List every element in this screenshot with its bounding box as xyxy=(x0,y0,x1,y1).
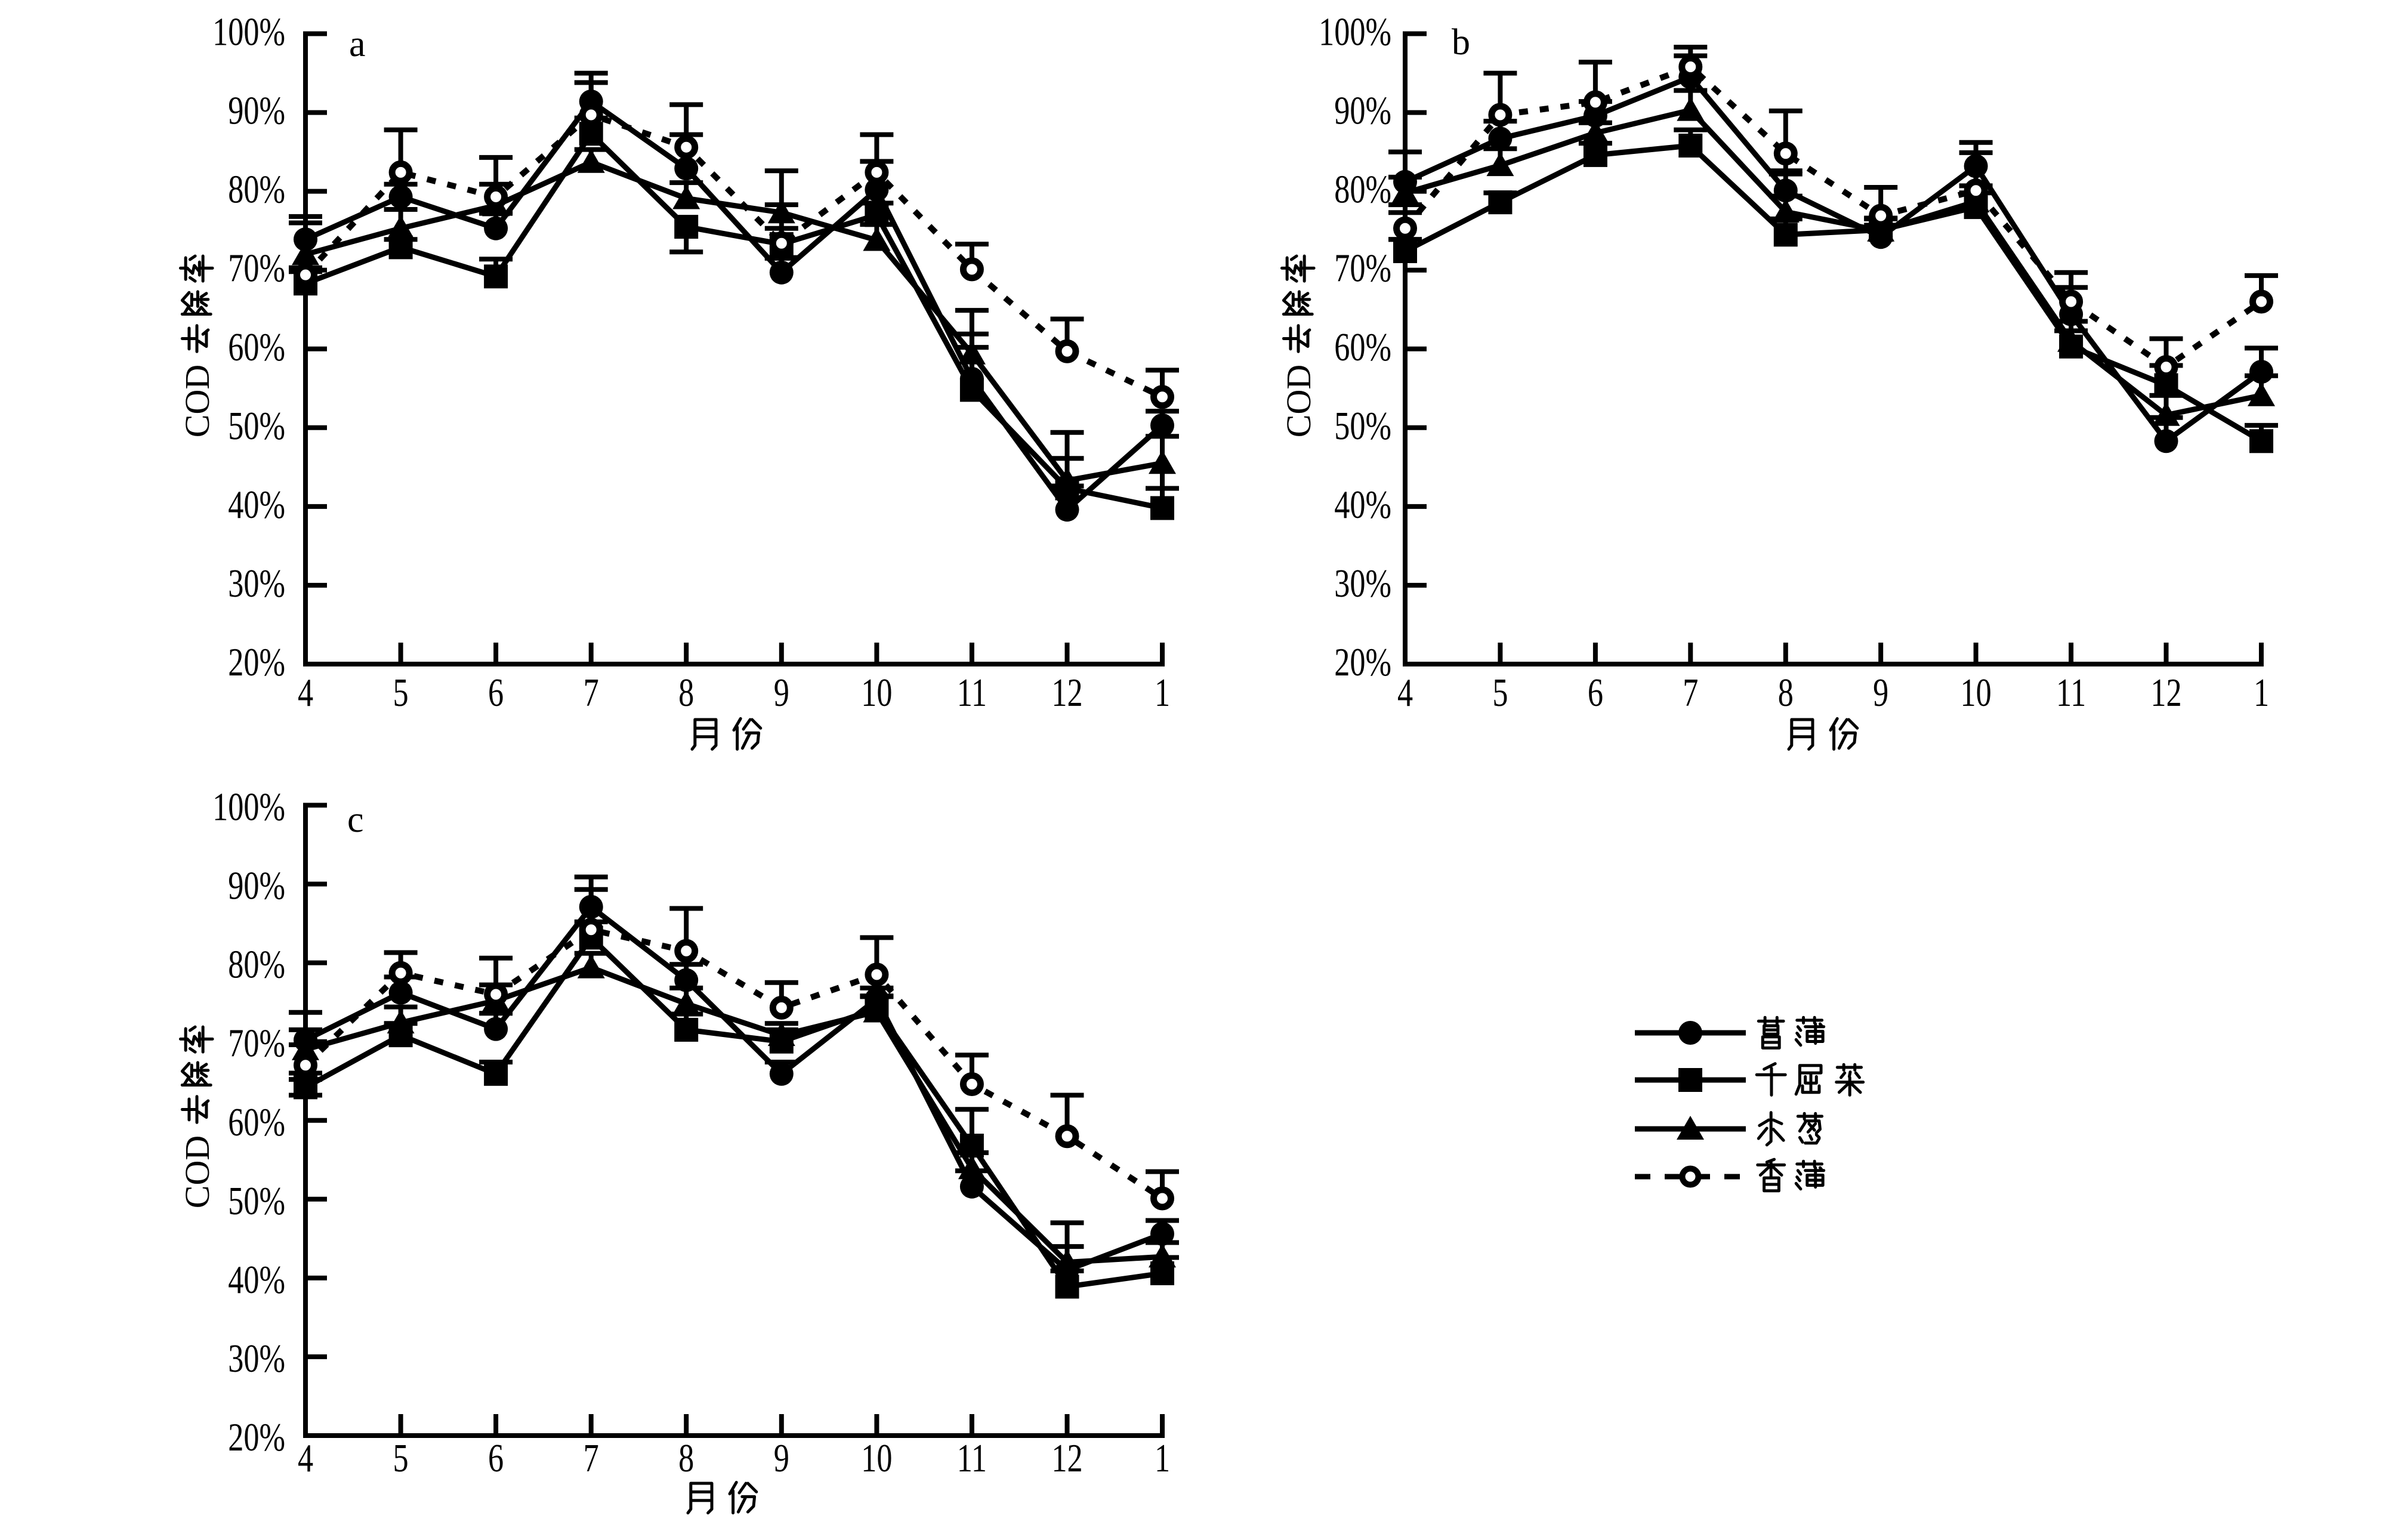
svg-text:8: 8 xyxy=(678,1436,694,1480)
svg-text:30%: 30% xyxy=(1334,561,1391,606)
svg-text:50%: 50% xyxy=(228,1178,285,1223)
svg-text:COD: COD xyxy=(178,365,217,437)
svg-text:90%: 90% xyxy=(228,88,285,132)
svg-text:12: 12 xyxy=(2150,670,2181,715)
svg-text:40%: 40% xyxy=(228,1257,285,1302)
svg-text:11: 11 xyxy=(2056,670,2086,715)
svg-text:a: a xyxy=(349,24,366,64)
svg-text:70%: 70% xyxy=(228,1020,285,1065)
svg-text:5: 5 xyxy=(393,670,409,715)
svg-text:11: 11 xyxy=(957,1436,987,1480)
svg-text:10: 10 xyxy=(1960,670,1991,715)
svg-text:12: 12 xyxy=(1051,670,1082,715)
svg-text:50%: 50% xyxy=(228,403,285,448)
svg-text:20%: 20% xyxy=(1334,640,1391,684)
svg-text:4: 4 xyxy=(1397,670,1413,715)
svg-text:12: 12 xyxy=(1051,1436,1082,1480)
svg-text:1: 1 xyxy=(1155,1436,1170,1480)
svg-text:100%: 100% xyxy=(212,9,285,54)
svg-text:6: 6 xyxy=(488,670,504,715)
svg-text:10: 10 xyxy=(861,670,892,715)
svg-text:100%: 100% xyxy=(212,784,285,829)
svg-text:4: 4 xyxy=(298,1436,313,1480)
svg-text:80%: 80% xyxy=(1334,166,1391,211)
svg-text:90%: 90% xyxy=(228,863,285,908)
svg-text:30%: 30% xyxy=(228,1336,285,1381)
svg-text:60%: 60% xyxy=(1334,325,1391,369)
svg-text:100%: 100% xyxy=(1319,9,1391,54)
svg-text:COD: COD xyxy=(178,1135,217,1208)
svg-text:COD: COD xyxy=(1279,365,1318,437)
svg-text:7: 7 xyxy=(1683,670,1698,715)
svg-text:30%: 30% xyxy=(228,561,285,606)
svg-text:7: 7 xyxy=(584,670,599,715)
svg-text:80%: 80% xyxy=(228,166,285,211)
svg-text:b: b xyxy=(1452,22,1470,63)
svg-text:9: 9 xyxy=(774,1436,789,1480)
svg-text:70%: 70% xyxy=(228,245,285,290)
svg-text:9: 9 xyxy=(774,670,789,715)
svg-text:60%: 60% xyxy=(228,325,285,369)
svg-text:5: 5 xyxy=(1492,670,1508,715)
svg-text:9: 9 xyxy=(1873,670,1888,715)
svg-text:6: 6 xyxy=(1588,670,1603,715)
svg-text:1: 1 xyxy=(1155,670,1170,715)
svg-text:50%: 50% xyxy=(1334,403,1391,448)
svg-text:80%: 80% xyxy=(228,942,285,986)
svg-text:5: 5 xyxy=(393,1436,409,1480)
svg-text:20%: 20% xyxy=(228,640,285,684)
svg-text:6: 6 xyxy=(488,1436,504,1480)
svg-text:c: c xyxy=(347,800,364,840)
svg-text:8: 8 xyxy=(1778,670,1794,715)
svg-text:11: 11 xyxy=(957,670,987,715)
svg-text:1: 1 xyxy=(2254,670,2269,715)
svg-text:40%: 40% xyxy=(1334,482,1391,527)
svg-text:70%: 70% xyxy=(1334,245,1391,290)
svg-text:4: 4 xyxy=(298,670,313,715)
svg-text:90%: 90% xyxy=(1334,88,1391,132)
svg-text:20%: 20% xyxy=(228,1415,285,1459)
svg-text:10: 10 xyxy=(861,1436,892,1480)
svg-text:8: 8 xyxy=(678,670,694,715)
svg-text:60%: 60% xyxy=(228,1100,285,1144)
svg-text:40%: 40% xyxy=(228,482,285,527)
svg-text:7: 7 xyxy=(584,1436,599,1480)
